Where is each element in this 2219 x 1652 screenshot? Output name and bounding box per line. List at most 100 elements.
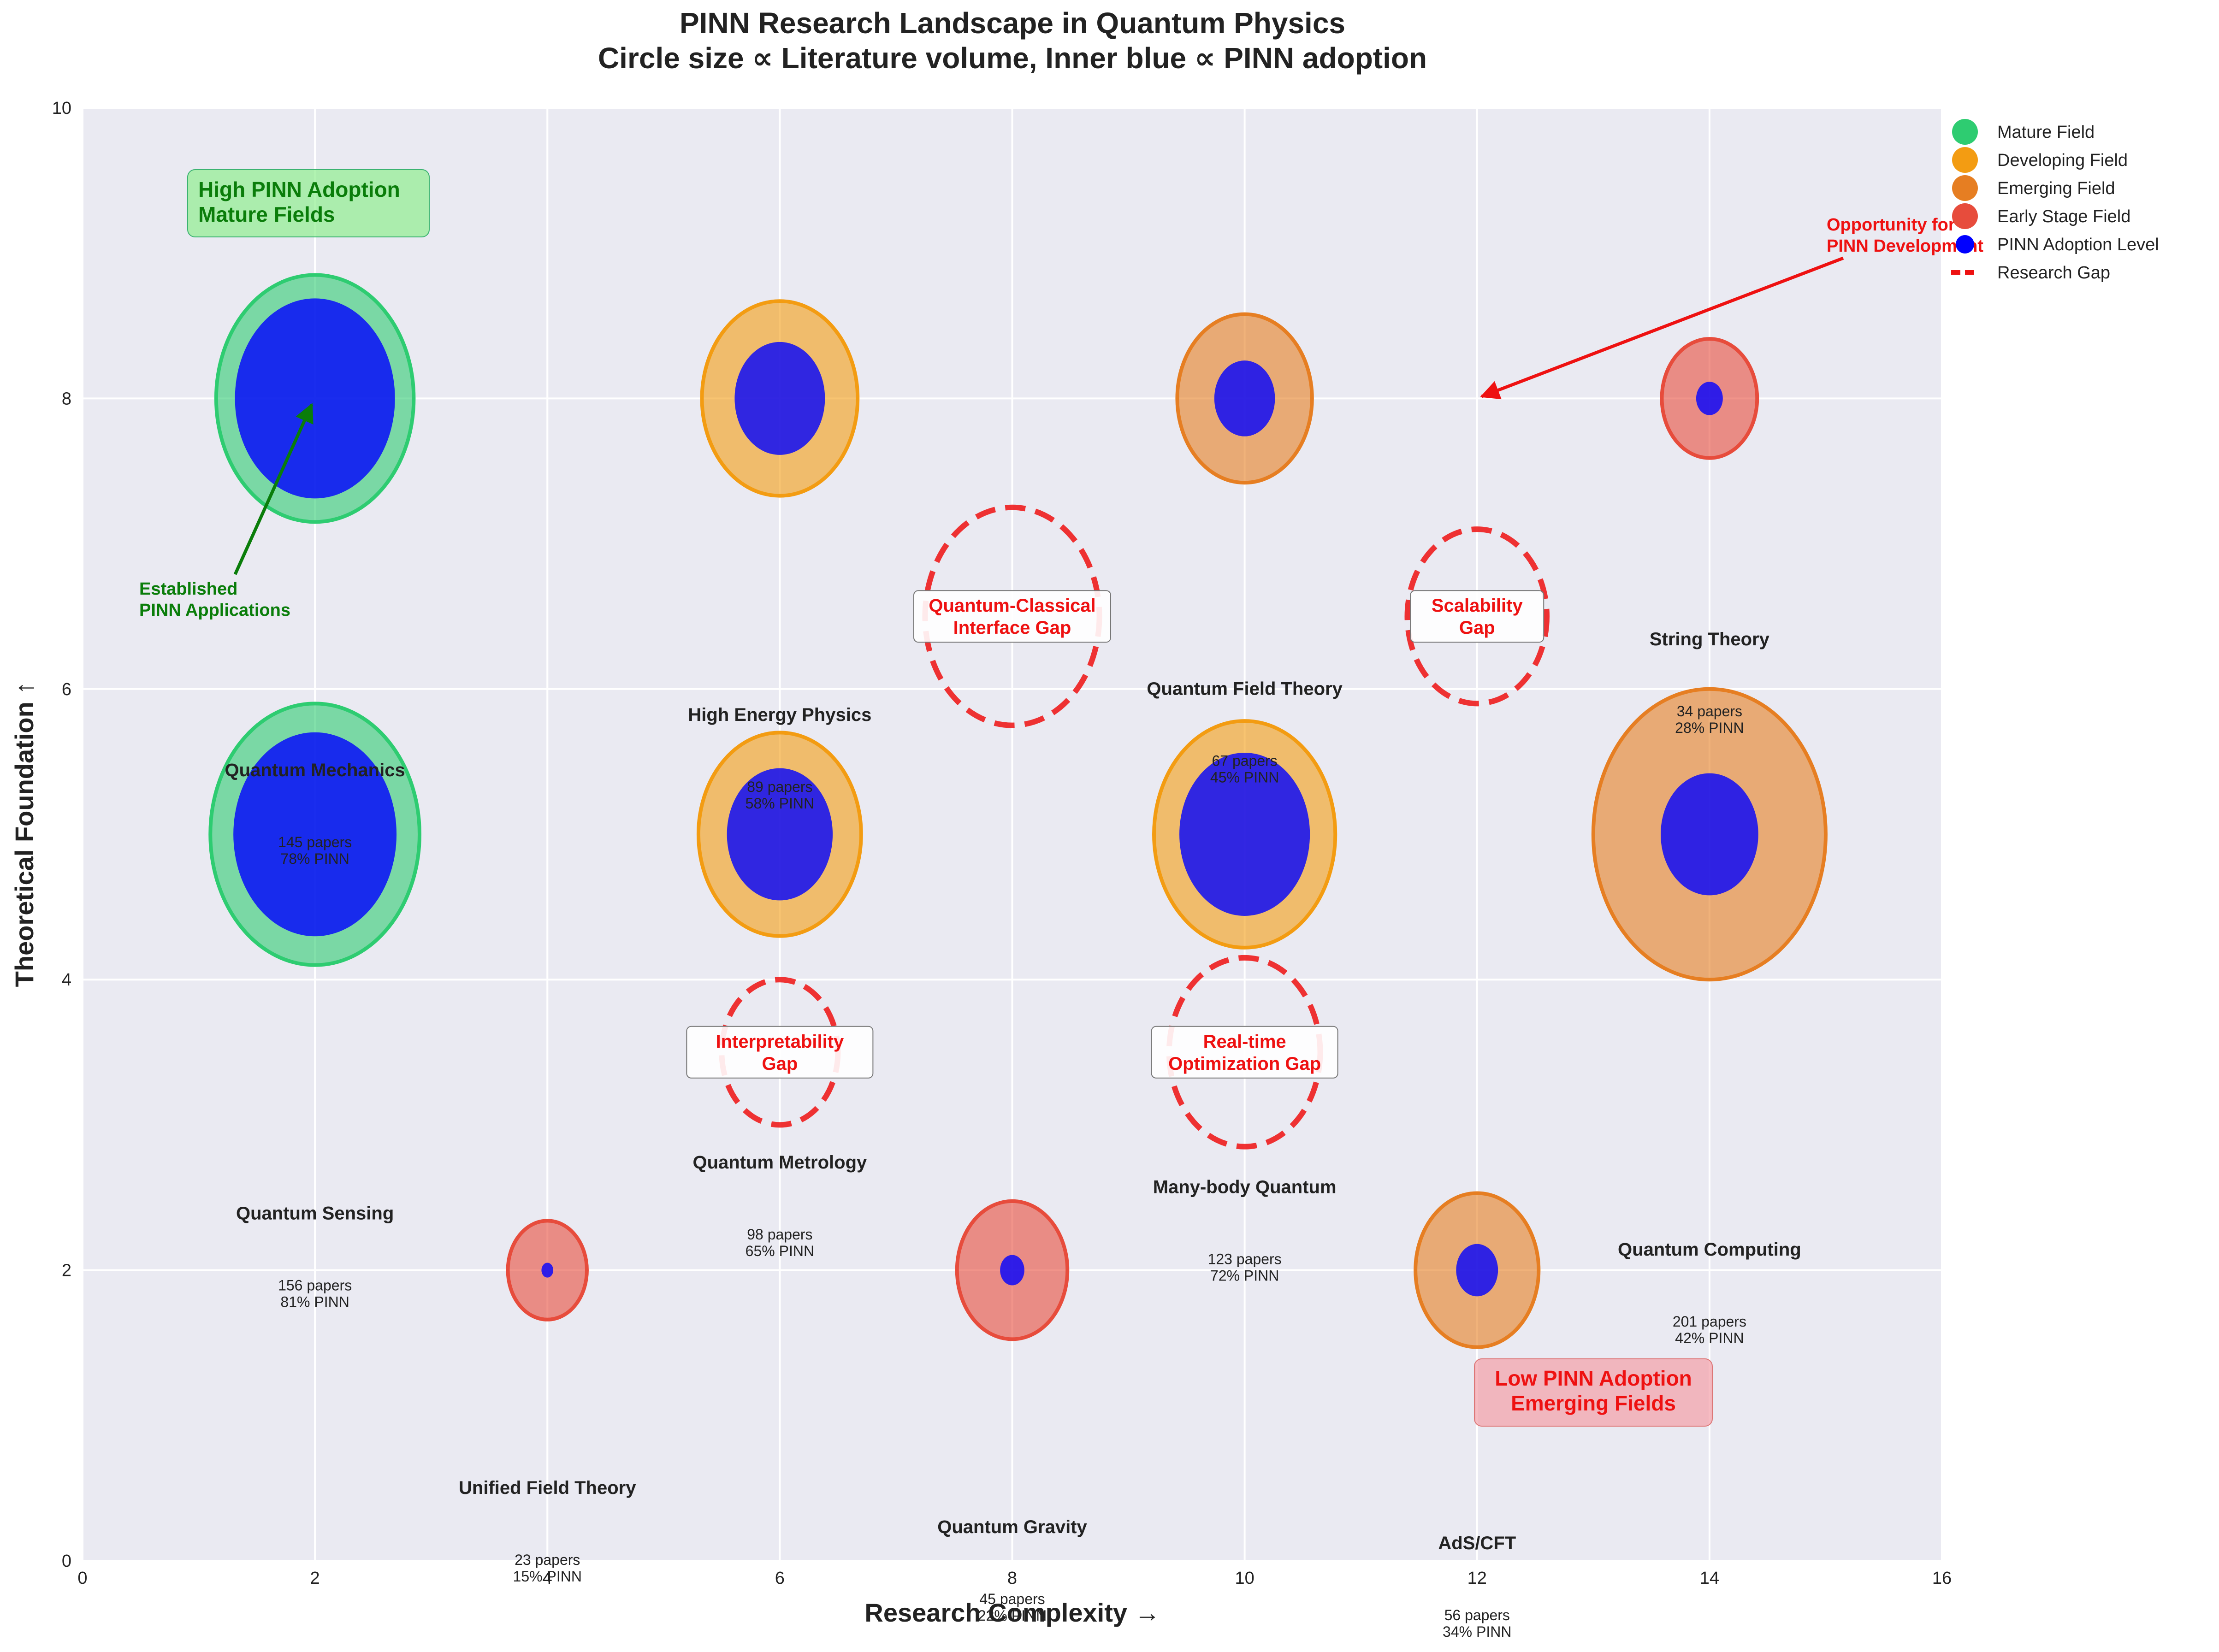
pinn-adoption-bubble: [1456, 1244, 1498, 1297]
pinn-adoption-bubble: [235, 298, 395, 499]
y-tick-label: 8: [62, 389, 71, 408]
x-tick-label: 6: [775, 1569, 785, 1588]
established-line2: PINN Applications: [139, 601, 290, 620]
pinn-adoption-bubble: [1696, 382, 1723, 415]
gap-label-line2: Optimization Gap: [1168, 1054, 1321, 1074]
gap-label-line1: Real-time: [1203, 1032, 1286, 1052]
legend-label: Research Gap: [1997, 263, 2110, 283]
y-tick-label: 0: [62, 1552, 71, 1571]
field-papers-label: 89 papers: [747, 779, 812, 795]
field-pinn-label: 58% PINN: [746, 795, 814, 812]
pinn-adoption-bubble: [1214, 360, 1275, 437]
field-papers-label: 56 papers: [1444, 1607, 1510, 1623]
legend-label: Developing Field: [1997, 151, 2128, 170]
pinn-adoption-bubble: [727, 768, 833, 901]
x-tick-label: 10: [1235, 1569, 1254, 1588]
field-name-label: Quantum Mechanics: [225, 760, 405, 780]
research-gap-circle: [1404, 526, 1550, 707]
x-tick-label: 8: [1007, 1569, 1017, 1588]
legend-marker: [1952, 119, 1978, 145]
y-axis-label: Theoretical Foundation ↑: [10, 682, 39, 987]
field-pinn-label: 78% PINN: [280, 850, 349, 867]
legend-label: Mature Field: [1997, 123, 2095, 142]
pinn-adoption-bubble: [1000, 1255, 1024, 1286]
x-axis-ticks: 0 2 4 6 8 10 12 14 16: [77, 1569, 1952, 1588]
field-pinn-label: 81% PINN: [280, 1293, 349, 1310]
gap-label-line1: Quantum-Classical: [929, 596, 1095, 616]
pinn-adoption-bubble: [541, 1263, 554, 1278]
field-papers-label: 45 papers: [979, 1591, 1045, 1607]
gap-label-line1: Scalability: [1432, 596, 1523, 616]
legend-marker: [1956, 235, 1974, 254]
x-tick-label: 14: [1700, 1569, 1719, 1588]
field-name-label: AdS/CFT: [1438, 1533, 1516, 1553]
bubbles-layer: [208, 273, 1828, 1349]
pinn-adoption-bubble: [1661, 773, 1758, 896]
field-papers-label: 67 papers: [1212, 752, 1277, 769]
low-adoption-box: [1474, 1358, 1713, 1427]
x-tick-label: 0: [77, 1569, 87, 1588]
field-name-label: Quantum Sensing: [236, 1203, 394, 1223]
field-name-label: String Theory: [1650, 629, 1770, 649]
legend-label: PINN Adoption Level: [1997, 235, 2159, 254]
field-papers-label: 23 papers: [515, 1552, 580, 1568]
gap-label-box: [1151, 1026, 1338, 1079]
established-arrow: [233, 403, 314, 575]
y-tick-label: 4: [62, 970, 71, 990]
low-adoption-line2: Emerging Fields: [1511, 1391, 1676, 1415]
chart-title-line1: PINN Research Landscape in Quantum Physi…: [680, 6, 1345, 40]
x-tick-label: 4: [543, 1569, 552, 1588]
field-papers-label: 201 papers: [1673, 1313, 1746, 1330]
field-name-label: Quantum Metrology: [692, 1152, 867, 1173]
gap-label-line2: Gap: [1459, 618, 1495, 638]
field-pinn-label: 15% PINN: [513, 1568, 582, 1585]
field-name-label: Unified Field Theory: [459, 1478, 636, 1498]
high-adoption-annotation: High PINN Adoption Mature Fields: [187, 169, 430, 237]
chart-title-line2: Circle size ∝ Literature volume, Inner b…: [598, 41, 1427, 75]
legend-label: Emerging Field: [1997, 179, 2115, 198]
pinn-adoption-bubble: [734, 342, 825, 455]
pinn-adoption-bubble: [1179, 752, 1310, 916]
field-name-label: Quantum Field Theory: [1147, 678, 1343, 699]
field-name-label: Quantum Computing: [1618, 1239, 1801, 1260]
x-tick-label: 2: [310, 1569, 320, 1588]
field-papers-label: 123 papers: [1208, 1251, 1282, 1268]
field-papers-label: 156 papers: [278, 1277, 352, 1293]
y-tick-label: 6: [62, 680, 71, 699]
field-papers-label: 34 papers: [1677, 703, 1742, 720]
low-adoption-annotation: Low PINN Adoption Emerging Fields: [1474, 1358, 1713, 1427]
y-tick-label: 2: [62, 1261, 71, 1280]
field-pinn-label: 72% PINN: [1210, 1268, 1279, 1284]
field-pinn-label: 65% PINN: [746, 1243, 814, 1259]
field-name-label: Many-body Quantum: [1153, 1177, 1337, 1198]
legend-label: Early Stage Field: [1997, 207, 2130, 226]
high-adoption-box: [187, 169, 430, 237]
legend-marker: [1952, 175, 1978, 201]
field-pinn-label: 34% PINN: [1443, 1623, 1511, 1640]
field-pinn-label: 28% PINN: [1675, 720, 1744, 736]
opportunity-arrow: [1480, 256, 1844, 400]
y-axis-ticks: 0 2 4 6 8 10: [52, 99, 71, 1571]
x-axis-label: Research Complexity →: [864, 1598, 1160, 1627]
field-name-label: Quantum Gravity: [937, 1517, 1087, 1537]
field-name-label: High Energy Physics: [688, 705, 871, 725]
gap-label-box: [686, 1026, 874, 1079]
field-pinn-label: 45% PINN: [1210, 769, 1279, 785]
gap-label-line1: Interpretability: [716, 1032, 844, 1052]
gap-label-line2: Gap: [762, 1054, 798, 1074]
gap-label-box: [1410, 590, 1544, 643]
x-tick-label: 16: [1932, 1569, 1952, 1588]
legend-marker: [1952, 147, 1978, 173]
x-tick-label: 12: [1467, 1569, 1487, 1588]
established-annotation: Established PINN Applications: [139, 403, 314, 620]
pinn-adoption-bubble: [233, 732, 397, 937]
field-pinn-label: 42% PINN: [1675, 1330, 1744, 1346]
opportunity-annotation: Opportunity for PINN Development: [1480, 215, 1983, 400]
high-adoption-line2: Mature Fields: [198, 202, 335, 226]
gap-label-box: [913, 590, 1111, 643]
field-papers-label: 98 papers: [747, 1226, 812, 1243]
field-papers-label: 145 papers: [278, 834, 352, 850]
